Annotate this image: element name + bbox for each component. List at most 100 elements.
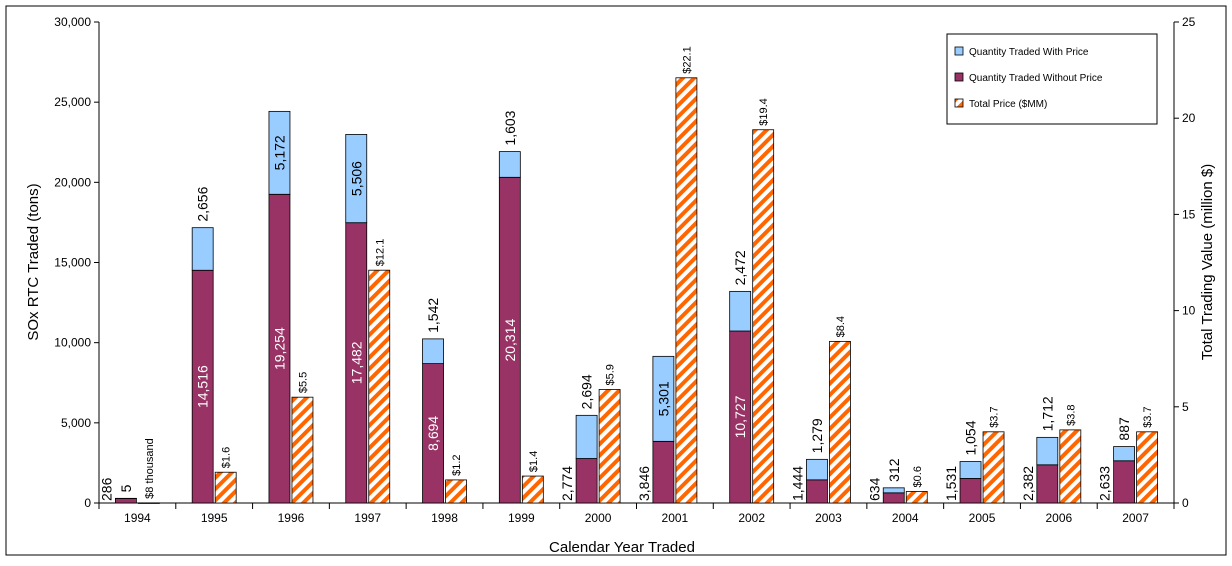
y-tick-label: 0 [84, 496, 91, 510]
x-tick-label: 2005 [969, 511, 996, 525]
data-label-total-price: $0.6 [912, 466, 924, 487]
data-label-without-price: 19,254 [271, 327, 287, 370]
data-label-with-price: 1,712 [1039, 396, 1055, 431]
x-tick-label: 2000 [585, 511, 612, 525]
legend-item-with-price-swatch [955, 47, 963, 55]
legend-item-total-price-swatch [955, 99, 963, 107]
data-label-total-price: $1.6 [221, 447, 233, 468]
bar-with-price [806, 459, 827, 480]
data-label-without-price: 1,531 [943, 466, 959, 501]
bar-total-price [599, 389, 620, 503]
bar-without-price [960, 478, 981, 503]
data-label-total-price: $8.4 [835, 316, 847, 337]
bar-total-price [906, 491, 927, 503]
y2-tick-label: 25 [1182, 15, 1196, 29]
data-label-without-price: 286 [98, 477, 114, 501]
y-tick-label: 15,000 [54, 256, 91, 270]
bar-with-price [1114, 447, 1135, 461]
data-label-total-price: $19.4 [758, 98, 770, 126]
x-tick-label: 1995 [201, 511, 228, 525]
bar-with-price [576, 415, 597, 458]
bar-without-price [1114, 461, 1135, 503]
data-label-with-price: 1,054 [963, 420, 979, 455]
data-label-with-price: 5,506 [348, 161, 364, 196]
x-tick-label: 1997 [354, 511, 381, 525]
data-label-without-price: 8,694 [425, 416, 441, 451]
bar-without-price [115, 498, 136, 503]
y-tick-label: 25,000 [54, 95, 91, 109]
data-label-total-price: $5.5 [297, 372, 309, 393]
data-label-without-price: 634 [866, 477, 882, 501]
legend-item-without-price-swatch [955, 73, 963, 81]
bar-with-price [192, 228, 213, 271]
bar-total-price [753, 130, 774, 503]
legend-item-without-price-label: Quantity Traded Without Price [969, 73, 1103, 84]
y-axis-title: SOx RTC Traded (tons) [25, 183, 42, 340]
x-tick-label: 1994 [124, 511, 151, 525]
data-label-with-price: 312 [886, 458, 902, 482]
data-label-with-price: 887 [1116, 417, 1132, 441]
x-tick-label: 2006 [1045, 511, 1072, 525]
y2-tick-label: 5 [1182, 400, 1189, 414]
y-tick-label: 5,000 [61, 416, 91, 430]
y2-axis-title: Total Trading Value (million $) [1199, 164, 1216, 360]
y-tick-label: 10,000 [54, 336, 91, 350]
data-label-total-price: $1.2 [451, 454, 463, 475]
data-label-with-price: 1,603 [502, 110, 518, 145]
y2-tick-label: 15 [1182, 207, 1196, 221]
data-label-total-price: $22.1 [681, 46, 693, 74]
data-label-without-price: 1,444 [789, 466, 805, 501]
x-tick-label: 1996 [278, 511, 305, 525]
bar-total-price [1060, 430, 1081, 503]
bar-without-price [883, 493, 904, 503]
bar-total-price [1137, 432, 1158, 503]
bar-total-price [522, 476, 543, 503]
bar-without-price [576, 459, 597, 503]
data-label-with-price: 1,279 [809, 418, 825, 453]
data-label-total-price: $8 thousand [144, 438, 156, 499]
y2-tick-label: 10 [1182, 304, 1196, 318]
x-tick-label: 1998 [431, 511, 458, 525]
data-label-with-price: 1,542 [425, 298, 441, 333]
y2-tick-label: 0 [1182, 496, 1189, 510]
data-label-with-price: 5,172 [271, 135, 287, 170]
data-label-with-price: 5 [118, 484, 134, 492]
data-label-without-price: 20,314 [502, 319, 518, 362]
bar-total-price [676, 78, 697, 503]
data-label-total-price: $12.1 [374, 239, 386, 267]
x-tick-label: 2007 [1122, 511, 1149, 525]
y-tick-label: 30,000 [54, 15, 91, 29]
data-label-with-price: 5,301 [655, 381, 671, 416]
bar-total-price [829, 341, 850, 503]
bar-with-price [730, 291, 751, 331]
data-label-without-price: 2,774 [559, 466, 575, 501]
bar-total-price [446, 480, 467, 503]
x-axis-title: Calendar Year Traded [549, 539, 695, 556]
bar-total-price [138, 503, 159, 504]
data-label-with-price: 2,656 [195, 186, 211, 221]
data-label-without-price: 2,382 [1020, 466, 1036, 501]
y2-tick-label: 20 [1182, 111, 1196, 125]
data-label-without-price: 17,482 [348, 341, 364, 384]
bar-total-price [215, 472, 236, 503]
data-label-without-price: 3,846 [636, 466, 652, 501]
data-label-with-price: 2,694 [579, 374, 595, 409]
bar-without-price [1037, 465, 1058, 503]
bar-with-price [1037, 437, 1058, 464]
x-tick-label: 1999 [508, 511, 535, 525]
data-label-total-price: $3.8 [1065, 404, 1077, 425]
bar-total-price [292, 397, 313, 503]
data-label-with-price: 2,472 [732, 250, 748, 285]
bar-total-price [369, 270, 390, 503]
x-tick-label: 2001 [662, 511, 689, 525]
bar-with-price [883, 488, 904, 493]
bar-total-price [983, 432, 1004, 503]
data-label-total-price: $3.7 [1142, 406, 1154, 427]
data-label-total-price: $1.4 [528, 451, 540, 472]
bar-without-price [806, 480, 827, 503]
data-label-total-price: $3.7 [989, 406, 1001, 427]
x-tick-label: 2004 [892, 511, 919, 525]
